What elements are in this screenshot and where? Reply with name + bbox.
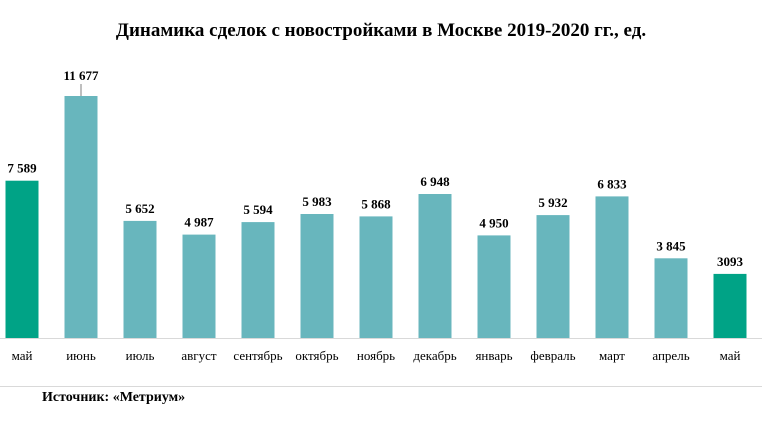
data-label: 3 845 (656, 238, 686, 253)
data-label: 11 677 (63, 68, 99, 83)
bar-10 (595, 196, 629, 338)
data-label: 5 652 (125, 201, 154, 216)
chart-title: Динамика сделок с новостройками в Москве… (115, 20, 647, 41)
category-label: март (599, 348, 625, 363)
category-label: ноябрь (357, 348, 395, 363)
bar-6 (359, 216, 393, 338)
category-label: апрель (652, 348, 689, 363)
bar-9 (536, 215, 570, 338)
category-labels-layer: май июнь июль август сентябрь октябрь ноябрь де… (12, 348, 741, 363)
category-label: октябрь (295, 348, 338, 363)
data-labels-layer: 7 589 11 677 5 652 4 987 5 594 5 983 5 868 6 94… (7, 68, 743, 269)
category-label: май (720, 348, 741, 363)
data-label: 6 948 (420, 174, 450, 189)
category-label: июль (126, 348, 155, 363)
data-label: 5 932 (538, 195, 567, 210)
bars-layer (5, 96, 747, 338)
data-label: 6 833 (597, 176, 627, 191)
bar-0 (5, 180, 39, 338)
data-label: 7 589 (7, 161, 37, 176)
bar-12 (713, 273, 747, 338)
category-label: февраль (530, 348, 575, 363)
bar-4 (241, 222, 275, 338)
category-label: январь (475, 348, 512, 363)
category-label: август (181, 348, 217, 363)
bar-1 (64, 96, 98, 338)
source-note: Источник: «Метриум» (42, 390, 186, 405)
data-label: 5 868 (361, 196, 391, 211)
category-label: май (12, 348, 33, 363)
bar-8 (477, 235, 511, 338)
bar-5 (300, 214, 334, 338)
data-label: 4 950 (479, 215, 508, 230)
category-label: июнь (66, 348, 96, 363)
bar-7 (418, 194, 452, 338)
bar-3 (182, 234, 216, 338)
category-label: сентябрь (233, 348, 282, 363)
bar-2 (123, 220, 157, 338)
data-label: 5 594 (243, 202, 273, 217)
data-label: 4 987 (184, 215, 214, 230)
bar-11 (654, 258, 688, 338)
category-label: декабрь (413, 348, 456, 363)
data-label: 5 983 (302, 194, 332, 209)
data-label: 3093 (717, 254, 744, 269)
